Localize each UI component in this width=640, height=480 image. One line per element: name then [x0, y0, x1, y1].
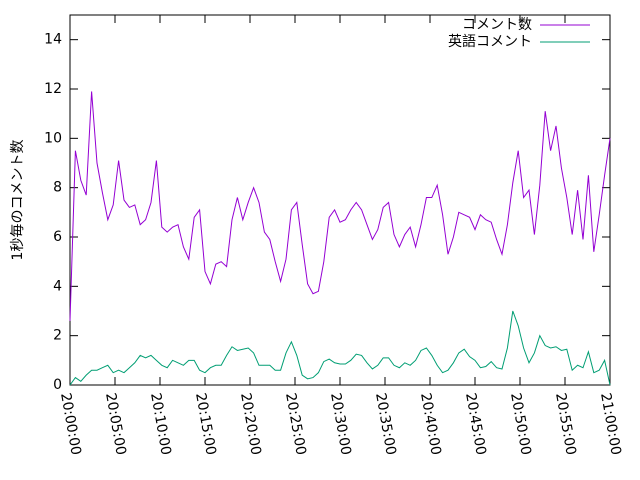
y-tick-label: 10 — [44, 130, 62, 146]
x-tick-label: 20:10:00 — [147, 392, 174, 457]
x-tick-label: 20:15:00 — [192, 392, 219, 457]
x-tick-label: 20:35:00 — [372, 392, 399, 457]
x-tick-label: 20:20:00 — [237, 392, 264, 457]
y-tick-label: 12 — [44, 81, 62, 97]
x-tick-label: 20:05:00 — [102, 392, 129, 457]
series-line — [69, 91, 611, 321]
legend-label: コメント数 — [462, 17, 532, 33]
series-line — [69, 310, 611, 386]
x-tick-label: 21:00:00 — [597, 392, 624, 457]
y-tick-label: 4 — [53, 278, 62, 294]
legend-label: 英語コメント — [448, 33, 532, 50]
x-tick-label: 20:00:00 — [57, 392, 84, 457]
y-tick-label: 0 — [53, 377, 62, 393]
y-tick-label: 6 — [53, 229, 62, 245]
y-tick-label: 8 — [53, 180, 62, 196]
y-axis-label: 1秒毎のコメント数 — [10, 140, 26, 261]
x-tick-label: 20:50:00 — [507, 392, 534, 457]
x-tick-label: 20:25:00 — [282, 392, 309, 457]
x-tick-label: 20:45:00 — [462, 392, 489, 457]
y-tick-label: 2 — [53, 328, 62, 344]
x-tick-label: 20:30:00 — [327, 392, 354, 457]
x-tick-label: 20:40:00 — [417, 392, 444, 457]
y-tick-label: 14 — [44, 32, 62, 48]
x-tick-label: 20:55:00 — [552, 392, 579, 457]
